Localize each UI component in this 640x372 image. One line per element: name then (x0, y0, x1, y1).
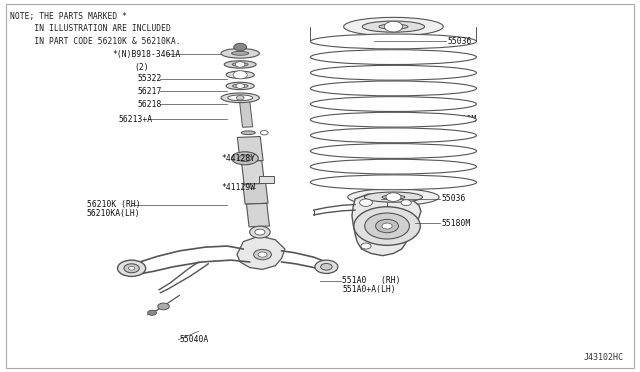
Text: 551A0+A(LH): 551A0+A(LH) (342, 285, 396, 294)
Circle shape (401, 200, 412, 206)
Ellipse shape (228, 95, 253, 101)
Ellipse shape (310, 144, 476, 158)
Circle shape (315, 260, 338, 273)
Ellipse shape (232, 51, 249, 55)
Polygon shape (241, 161, 264, 184)
Ellipse shape (364, 192, 422, 202)
Circle shape (384, 21, 403, 32)
Text: 56217: 56217 (138, 87, 163, 96)
Polygon shape (246, 203, 269, 227)
Text: 56213+A: 56213+A (119, 115, 153, 124)
Text: NOTE; THE PARTS MARKED *
     IN ILLUSTRATION ARE INCLUDED
     IN PART CODE 562: NOTE; THE PARTS MARKED * IN ILLUSTRATION… (10, 12, 181, 46)
Ellipse shape (241, 131, 255, 135)
Ellipse shape (382, 195, 405, 199)
Polygon shape (352, 194, 421, 256)
Text: 56218: 56218 (138, 100, 163, 109)
Polygon shape (237, 137, 263, 161)
Polygon shape (239, 101, 253, 127)
Text: *41129W: *41129W (221, 183, 255, 192)
Ellipse shape (224, 61, 256, 68)
Ellipse shape (232, 62, 248, 66)
Circle shape (321, 263, 332, 270)
Circle shape (124, 264, 140, 273)
Ellipse shape (232, 152, 259, 165)
Ellipse shape (310, 175, 476, 190)
Circle shape (354, 207, 420, 245)
Text: 55036: 55036 (442, 195, 466, 203)
Ellipse shape (310, 97, 476, 112)
Text: 56210K (RH): 56210K (RH) (87, 200, 141, 209)
Ellipse shape (310, 81, 476, 96)
Circle shape (236, 96, 244, 100)
Polygon shape (243, 183, 268, 204)
Bar (259, 176, 274, 183)
Circle shape (236, 83, 244, 89)
Ellipse shape (232, 84, 248, 88)
Text: 55036: 55036 (448, 37, 472, 46)
Ellipse shape (238, 155, 252, 161)
Circle shape (376, 219, 399, 233)
Text: 55322: 55322 (138, 74, 163, 83)
Ellipse shape (221, 48, 259, 58)
Circle shape (236, 62, 245, 67)
Circle shape (158, 303, 170, 310)
Circle shape (258, 252, 267, 257)
Circle shape (250, 226, 270, 238)
Ellipse shape (362, 21, 424, 32)
Text: 56210KA(LH): 56210KA(LH) (87, 209, 141, 218)
Circle shape (365, 213, 410, 239)
Text: *44128Y: *44128Y (221, 154, 255, 163)
Ellipse shape (310, 159, 476, 174)
Circle shape (233, 71, 247, 79)
Circle shape (360, 199, 372, 206)
Circle shape (234, 43, 246, 51)
Circle shape (382, 223, 392, 229)
Ellipse shape (348, 189, 439, 205)
Ellipse shape (226, 71, 254, 78)
Polygon shape (237, 236, 285, 269)
Circle shape (129, 266, 135, 270)
Circle shape (148, 310, 157, 315)
Text: 55040A: 55040A (179, 335, 209, 344)
Text: 551A0   (RH): 551A0 (RH) (342, 276, 401, 285)
Circle shape (260, 131, 268, 135)
Text: J43102HC: J43102HC (583, 353, 623, 362)
Ellipse shape (226, 82, 254, 90)
Ellipse shape (221, 93, 259, 103)
Ellipse shape (310, 128, 476, 143)
Ellipse shape (310, 34, 476, 49)
Ellipse shape (344, 17, 444, 36)
Circle shape (253, 249, 271, 260)
Circle shape (118, 260, 146, 276)
Ellipse shape (310, 65, 476, 80)
Ellipse shape (379, 24, 408, 29)
Circle shape (255, 229, 265, 235)
Text: 55180M: 55180M (442, 219, 470, 228)
Circle shape (386, 193, 401, 202)
Text: 55020M: 55020M (448, 115, 477, 124)
Ellipse shape (310, 112, 476, 127)
Text: (2): (2) (135, 63, 149, 72)
Circle shape (361, 243, 371, 249)
Ellipse shape (310, 50, 476, 64)
Text: *(N)B918-3461A: *(N)B918-3461A (113, 50, 180, 59)
